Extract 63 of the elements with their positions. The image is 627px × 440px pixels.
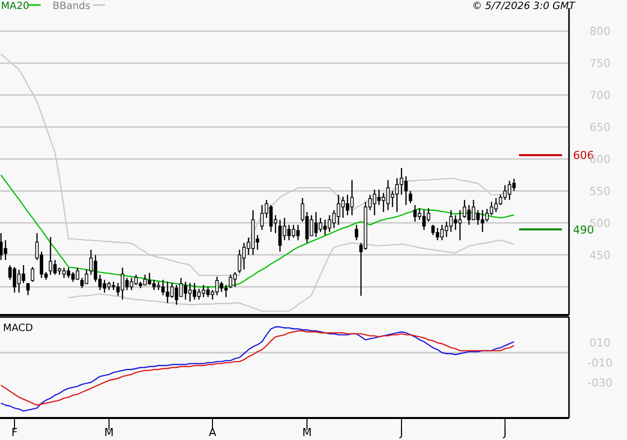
candlestick [0, 232, 3, 261]
legend-label: MA20 [1, 1, 30, 12]
candlestick [71, 272, 75, 282]
candlestick [184, 281, 188, 300]
candlestick [80, 277, 84, 289]
candlestick [130, 277, 134, 291]
candlestick [454, 214, 458, 231]
candlestick [120, 267, 124, 300]
candlestick [4, 240, 8, 261]
candlestick [494, 197, 498, 213]
candlestick [161, 279, 165, 296]
candlestick [143, 274, 147, 286]
candlestick [436, 227, 440, 241]
candlestick [215, 276, 219, 296]
candlestick [224, 284, 228, 298]
candlestick [22, 264, 26, 284]
candlestick [462, 199, 466, 218]
candlestick [323, 219, 327, 236]
candlestick [350, 179, 354, 216]
candlestick [458, 210, 462, 241]
candlestick [89, 249, 93, 276]
candlestick [449, 210, 453, 232]
candlestick [125, 277, 129, 291]
candlestick [467, 204, 471, 226]
candlestick [228, 274, 232, 289]
candlestick [296, 224, 300, 241]
candlestick [413, 204, 417, 222]
candlestick [48, 236, 52, 276]
candlestick [188, 282, 192, 302]
candlestick [440, 224, 444, 241]
candlestick [148, 272, 152, 286]
candlestick [197, 288, 201, 300]
text: MACD [3, 323, 34, 334]
candlestick [170, 282, 174, 298]
candlestick [202, 284, 206, 298]
candlestick [377, 189, 381, 206]
candlestick [314, 211, 318, 238]
candlestick [17, 269, 21, 294]
candlestick [238, 249, 242, 274]
candlestick [508, 180, 512, 201]
candlestick [431, 224, 435, 236]
candlestick [480, 210, 484, 232]
x-tick-label: M [302, 426, 312, 439]
candlestick [233, 272, 237, 288]
candlestick [84, 269, 88, 284]
candlestick [174, 284, 178, 306]
candlestick [12, 266, 16, 294]
annotation: © 5/7/2026 3:0 GMT [472, 1, 576, 12]
candlestick [152, 279, 156, 291]
candlestick [166, 281, 170, 304]
candlestick [30, 266, 34, 282]
candlestick [395, 178, 399, 213]
candlestick [66, 267, 70, 279]
candlestick [62, 267, 66, 279]
candlestick [422, 210, 426, 231]
candlestick [354, 224, 358, 241]
x-tick-label: M [104, 426, 114, 439]
candlestick [192, 282, 196, 300]
candlestick [206, 286, 210, 298]
candlestick [341, 196, 345, 218]
ref-line-label: 490 [573, 223, 594, 236]
candlestick [404, 176, 408, 206]
legend-label: BBands [52, 1, 90, 12]
